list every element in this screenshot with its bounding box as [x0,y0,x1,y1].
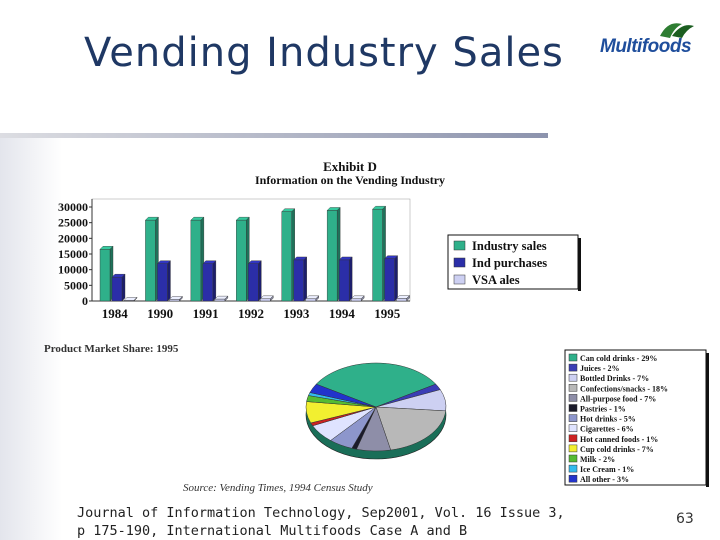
pie-legend-label: Cigarettes - 6% [580,425,634,434]
pie-legend-label: Juices - 2% [580,364,620,373]
bar [260,298,271,302]
bar-y-tick-label: 20000 [58,231,88,245]
title-rule [0,133,548,138]
bar-legend-label: Ind purchases [472,256,547,270]
pie-legend-swatch [568,444,578,453]
bar [326,210,338,302]
bar-y-tick-label: 10000 [58,263,88,277]
bar-x-tick-label: 1992 [238,306,264,321]
pie-legend-label: Hot drinks - 5% [580,415,636,424]
bar [338,259,350,302]
bar-side [121,273,126,302]
bar-x-tick-label: 1984 [102,306,129,321]
page-number: 63 [676,511,694,527]
bar [384,258,395,302]
bar-chart-title: Exhibit D [323,159,377,174]
bar [202,263,214,302]
caption: Journal of Information Technology, Sep20… [77,504,565,540]
bar [145,219,156,302]
bar-y-tick-label: 30000 [58,200,88,214]
pie-legend-label: Confections/snacks - 18% [580,384,668,393]
bar-legend-swatch [453,274,466,285]
pie-legend-shadow [706,353,709,487]
pie-legend-swatch [568,474,578,483]
bar-side [348,256,353,302]
bar-legend-swatch [453,257,466,268]
pie-legend-swatch [568,454,578,463]
bar [248,263,259,302]
bar [396,298,407,302]
pie-legend-frame [564,349,707,486]
left-shade [0,138,62,540]
bar [236,219,247,302]
bar-x-tick-label: 1990 [147,306,173,321]
pie-legend-swatch [568,394,578,402]
bar-side [394,255,398,302]
pie-legend-swatch [568,424,578,432]
pie-legend-label: All other - 3% [580,475,629,484]
bar-y-tick-label: 5000 [64,278,88,292]
bar-side [258,260,262,302]
bar-y-tick-label: 15000 [58,247,88,261]
bar [123,300,135,302]
pie-slice [315,362,437,408]
pie-legend-label: Cup cold drinks - 7% [580,445,654,454]
bar-x-tick-label: 1995 [374,306,401,321]
bar-x-tick-label: 1993 [283,306,310,321]
bar-legend-swatch [453,240,466,251]
pie-legend-swatch [568,353,578,362]
bar [350,298,362,302]
pie-legend-swatch [568,373,578,382]
bar-x-tick-label: 1991 [193,306,219,321]
pie-legend-swatch [568,434,578,443]
bar-legend-label: VSA ales [472,273,520,287]
bar-legend-shadow [578,238,581,291]
pie-legend-label: Milk - 2% [580,455,615,464]
bar-x-tick-label: 1994 [329,306,356,321]
pie-legend: Can cold drinks - 29%Juices - 2%Bottled … [564,349,709,487]
pie-slice [309,383,377,408]
pie-source: Source: Vending Times, 1994 Census Study [183,482,373,494]
pie-legend-label: Ice Cream - 1% [580,465,634,474]
pie-legend-label: Hot canned foods - 1% [580,435,658,444]
pie-title: Product Market Share: 1995 [44,343,179,355]
bar [214,298,226,302]
pie-legend-label: Pastries - 1% [580,405,626,414]
bar-side [167,260,171,302]
caption-line-1: Journal of Information Technology, Sep20… [77,505,565,521]
pie-legend-swatch [568,363,578,372]
pie-legend-swatch [568,384,578,392]
bar-chart: Exhibit D Information on the Vending Ind… [58,159,581,321]
pie-legend-swatch [568,414,578,422]
slide-title: Vending Industry Sales [84,30,564,76]
bar-y-tick-label: 25000 [58,216,88,230]
caption-line-2: p 175-190, International Multifoods Case… [77,523,468,539]
bar [305,298,316,302]
pie-slice [375,406,447,451]
bar-chart-subtitle: Information on the Vending Industry [255,173,445,187]
bar-legend-label: Industry sales [472,239,547,253]
bar [99,249,111,302]
logo-text: Multifoods [600,36,692,57]
bar-side [303,256,307,302]
bar [190,219,202,302]
pie-legend-swatch [568,464,578,473]
multifoods-logo: Multifoods [598,16,704,70]
bar [111,276,123,302]
bar-legend-frame [447,234,579,290]
pie-chart [305,362,447,460]
bar-y-tick-label: 0 [82,294,88,308]
pie-legend-label: Bottled Drinks - 7% [580,374,649,383]
pie-legend-label: All-purpose food - 7% [580,394,656,403]
bar-side [212,260,217,302]
pie-legend-label: Can cold drinks - 29% [580,354,657,363]
bar [372,208,383,302]
bar [157,263,168,302]
bar [169,299,180,302]
logo-leaf-icon [660,23,694,38]
bar [293,259,304,302]
bar [281,211,292,302]
pie-legend-swatch [568,404,578,412]
